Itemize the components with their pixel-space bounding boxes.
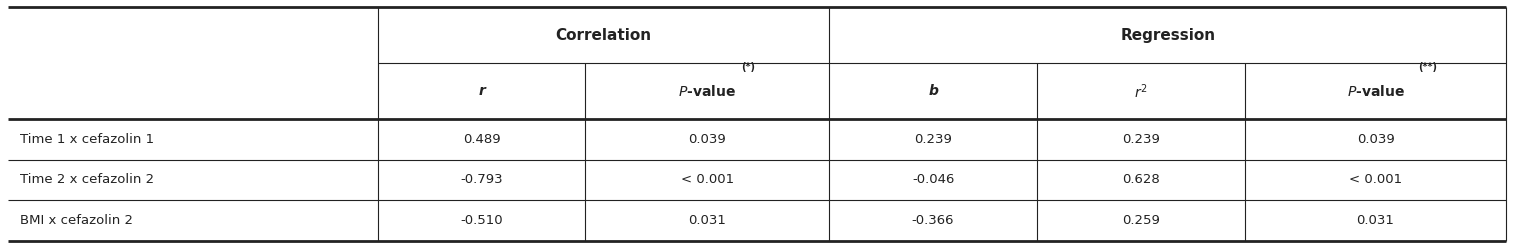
Text: 0.489: 0.489 [463,133,501,146]
Text: -0.366: -0.366 [911,214,954,227]
Text: Time 2 x cefazolin 2: Time 2 x cefazolin 2 [20,173,154,186]
Text: 0.031: 0.031 [689,214,727,227]
Text: 0.259: 0.259 [1122,214,1160,227]
Text: 0.239: 0.239 [914,133,952,146]
Text: BMI x cefazolin 2: BMI x cefazolin 2 [20,214,133,227]
Text: -0.046: -0.046 [911,173,954,186]
Text: 0.039: 0.039 [1357,133,1394,146]
Text: 0.628: 0.628 [1122,173,1160,186]
Text: -0.510: -0.510 [460,214,503,227]
Text: (**): (**) [1419,62,1437,72]
Text: $\mathit{P}$-value: $\mathit{P}$-value [1346,84,1405,99]
Text: (*): (*) [740,62,754,72]
Text: 0.039: 0.039 [689,133,727,146]
Text: Correlation: Correlation [556,28,651,43]
Text: 0.239: 0.239 [1122,133,1160,146]
Text: b: b [928,84,939,98]
Text: -0.793: -0.793 [460,173,503,186]
Text: Time 1 x cefazolin 1: Time 1 x cefazolin 1 [20,133,154,146]
Text: < 0.001: < 0.001 [681,173,734,186]
Text: $\mathit{r}^{2}$: $\mathit{r}^{2}$ [1134,82,1148,101]
Text: < 0.001: < 0.001 [1349,173,1402,186]
Text: r: r [478,84,484,98]
Text: Regression: Regression [1120,28,1216,43]
Text: 0.031: 0.031 [1357,214,1394,227]
Text: $\mathit{P}$-value: $\mathit{P}$-value [678,84,736,99]
